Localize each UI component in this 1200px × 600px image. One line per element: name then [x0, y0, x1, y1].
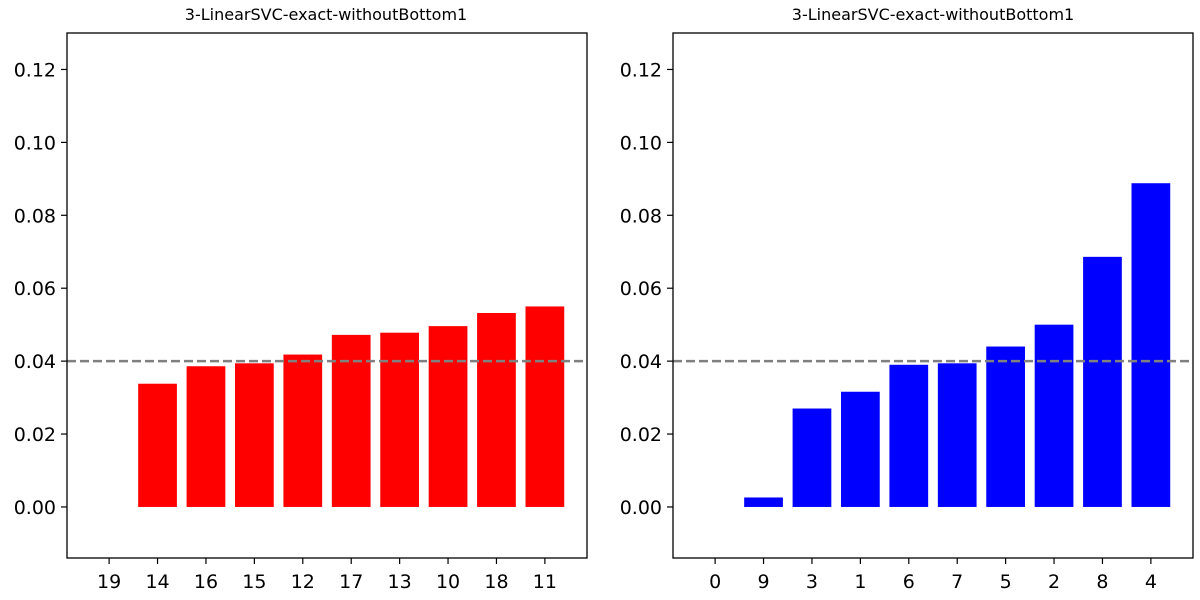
left-bar-18 [477, 313, 516, 507]
left-xtick-label: 17 [339, 571, 363, 593]
right-bar-3 [792, 408, 832, 507]
left-bar-15 [235, 363, 274, 507]
right-bar-5 [986, 346, 1025, 507]
left-bar-13 [380, 332, 419, 507]
right-bar-6 [889, 364, 929, 507]
left-xtick-label: 14 [145, 571, 169, 593]
right-ytick-label: 0.02 [620, 424, 662, 446]
right-bar-9 [744, 497, 783, 507]
left-bar-14 [138, 383, 177, 507]
right-xtick-label: 9 [757, 571, 769, 593]
left-ytick-label: 0.04 [14, 351, 56, 373]
right-xtick-label: 5 [1000, 571, 1012, 593]
left-chart-panel: 3-LinearSVC-exact-withoutBottom1 0.00 0.0… [14, 5, 588, 593]
left-bar-17 [331, 334, 371, 507]
right-xtick-label: 2 [1048, 571, 1060, 593]
left-ytick-label: 0.02 [14, 424, 56, 446]
left-bar-16 [186, 366, 226, 507]
right-ytick-label: 0.06 [620, 278, 662, 300]
right-chart-panel: 3-LinearSVC-exact-withoutBottom1 0.00 0.0… [620, 5, 1194, 593]
left-bar-10 [428, 326, 468, 507]
left-ytick-label: 0.12 [14, 59, 56, 81]
left-bar-11 [525, 306, 565, 507]
left-xtick-label: 13 [388, 571, 412, 593]
right-bar-7 [937, 363, 977, 507]
left-ytick-label: 0.00 [14, 497, 56, 519]
right-bar-4 [1131, 183, 1171, 507]
right-axes-frame [672, 32, 1194, 559]
right-ytick-label: 0.12 [620, 59, 662, 81]
left-xtick-label: 18 [484, 571, 508, 593]
right-ytick-label: 0.04 [620, 351, 662, 373]
right-ytick-label: 0.00 [620, 497, 662, 519]
right-xtick-label: 3 [806, 571, 818, 593]
right-bar-1 [841, 391, 880, 507]
left-xtick-label: 12 [291, 571, 315, 593]
left-xtick-label: 11 [533, 571, 557, 593]
right-xtick-label: 0 [709, 571, 721, 593]
right-xtick-label: 4 [1145, 571, 1157, 593]
left-xtick-label: 19 [97, 571, 121, 593]
left-bar-12 [283, 354, 323, 507]
left-xtick-label: 10 [436, 571, 460, 593]
right-xtick-label: 1 [854, 571, 866, 593]
left-axes-frame [66, 32, 588, 559]
right-chart-title: 3-LinearSVC-exact-withoutBottom1 [792, 5, 1074, 24]
left-chart-title: 3-LinearSVC-exact-withoutBottom1 [185, 5, 467, 24]
left-ytick-label: 0.08 [14, 205, 56, 227]
right-bar-2 [1034, 324, 1074, 507]
right-xtick-label: 8 [1096, 571, 1108, 593]
right-xtick-label: 7 [951, 571, 963, 593]
right-ytick-label: 0.10 [620, 132, 662, 154]
right-xtick-label: 6 [903, 571, 915, 593]
right-bar-8 [1083, 256, 1122, 507]
right-ytick-label: 0.08 [620, 205, 662, 227]
left-xtick-label: 16 [194, 571, 218, 593]
left-ytick-label: 0.10 [14, 132, 56, 154]
left-ytick-label: 0.06 [14, 278, 56, 300]
left-xtick-label: 15 [242, 571, 266, 593]
